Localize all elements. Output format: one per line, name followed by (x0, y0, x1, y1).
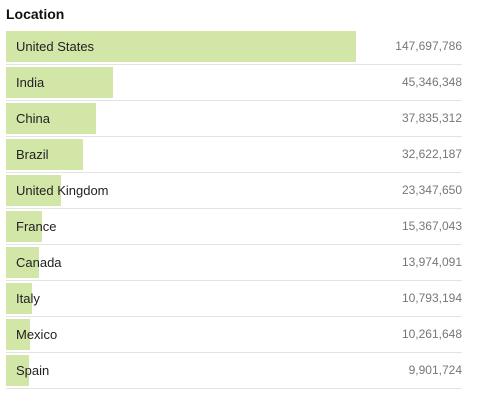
location-bar (6, 67, 113, 98)
location-row: United States 147,697,786 (6, 29, 462, 65)
location-label: Canada (16, 255, 62, 270)
location-bar (6, 175, 61, 206)
location-label: France (16, 219, 57, 234)
location-row: Mexico 10,261,648 (6, 317, 462, 353)
location-value: 13,974,091 (401, 255, 462, 269)
location-row: India 45,346,348 (6, 65, 462, 101)
location-value: 10,261,648 (401, 327, 462, 341)
location-bar (6, 247, 39, 278)
location-bar (6, 211, 42, 242)
location-label: Brazil (16, 147, 49, 162)
location-value: 23,347,650 (401, 183, 462, 197)
location-row: China 37,835,312 (6, 101, 462, 137)
location-value: 10,793,194 (401, 291, 462, 305)
location-row: Brazil 32,622,187 (6, 137, 462, 173)
location-row: Canada 13,974,091 (6, 245, 462, 281)
location-row: Spain 9,901,724 (6, 353, 462, 389)
location-value: 45,346,348 (401, 75, 462, 89)
location-label: Italy (16, 291, 40, 306)
location-label: United States (16, 39, 95, 54)
location-label: United Kingdom (16, 183, 109, 198)
location-label: Mexico (16, 327, 58, 342)
location-bar (6, 31, 356, 62)
location-value: 147,697,786 (395, 39, 462, 53)
location-bar (6, 139, 83, 170)
location-bar (6, 355, 29, 386)
location-label: Spain (16, 363, 50, 378)
location-row: Italy 10,793,194 (6, 281, 462, 317)
location-bar (6, 283, 32, 314)
location-row: United Kingdom 23,347,650 (6, 173, 462, 209)
location-row: France 15,367,043 (6, 209, 462, 245)
location-bar (6, 319, 30, 350)
location-value: 15,367,043 (401, 219, 462, 233)
location-label: India (16, 75, 45, 90)
location-value: 32,622,187 (401, 147, 462, 161)
widget-title: Location (6, 6, 65, 22)
location-label: China (16, 111, 50, 126)
location-value: 37,835,312 (401, 111, 462, 125)
location-bar (6, 103, 96, 134)
location-bar-list: United States 147,697,786 India 45,346,348 C… (6, 29, 462, 389)
location-value: 9,901,724 (408, 363, 462, 377)
